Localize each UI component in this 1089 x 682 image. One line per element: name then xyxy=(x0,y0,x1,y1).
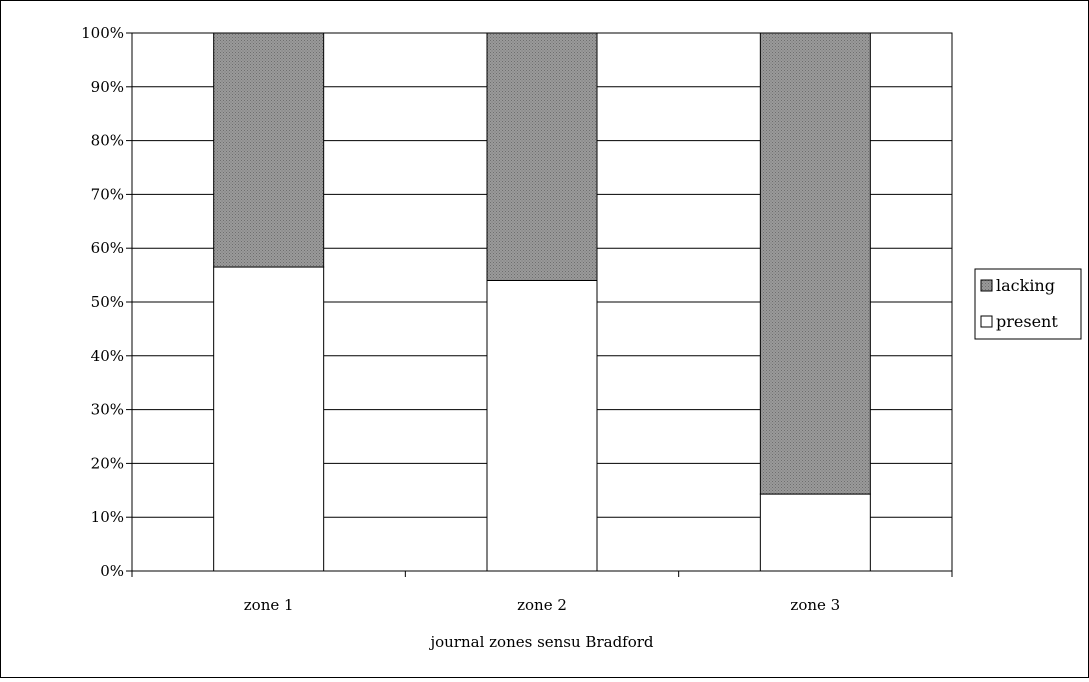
x-tick-label: zone 1 xyxy=(244,596,294,614)
y-tick-label: 0% xyxy=(100,562,124,580)
legend-swatch-present xyxy=(980,315,993,328)
y-tick-label: 30% xyxy=(91,401,124,419)
y-tick-label: 60% xyxy=(91,239,124,257)
legend: lacking present xyxy=(974,268,1082,340)
bar-segment-present xyxy=(759,493,871,572)
bar-segment-present xyxy=(213,266,325,572)
legend-label-present: present xyxy=(996,312,1058,331)
y-tick-label: 90% xyxy=(91,78,124,96)
y-tick-label: 20% xyxy=(91,454,124,472)
y-axis: 0% 10% 20% 30% 40% 50% 60% 70% 80% 90% 100% xyxy=(81,24,132,580)
legend-box xyxy=(974,268,1082,340)
bar-segment-lacking xyxy=(486,32,598,281)
y-tick-label: 100% xyxy=(81,24,124,42)
bar-segment-lacking xyxy=(213,32,325,268)
x-axis-label: journal zones sensu Bradford xyxy=(428,633,653,651)
bar-segment-lacking xyxy=(759,32,871,495)
y-tick-label: 10% xyxy=(91,508,124,526)
legend-label-lacking: lacking xyxy=(996,276,1055,295)
x-tick-label: zone 3 xyxy=(790,596,840,614)
y-tick-label: 40% xyxy=(91,347,124,365)
x-axis: zone 1 zone 2 zone 3 xyxy=(131,571,953,614)
bar-segment-present xyxy=(486,279,598,572)
legend-swatch-lacking xyxy=(980,279,993,292)
y-tick-label: 70% xyxy=(91,185,124,203)
bars xyxy=(213,32,871,572)
y-tick-label: 80% xyxy=(91,132,124,150)
x-tick-label: zone 2 xyxy=(517,596,567,614)
y-tick-label: 50% xyxy=(91,293,124,311)
